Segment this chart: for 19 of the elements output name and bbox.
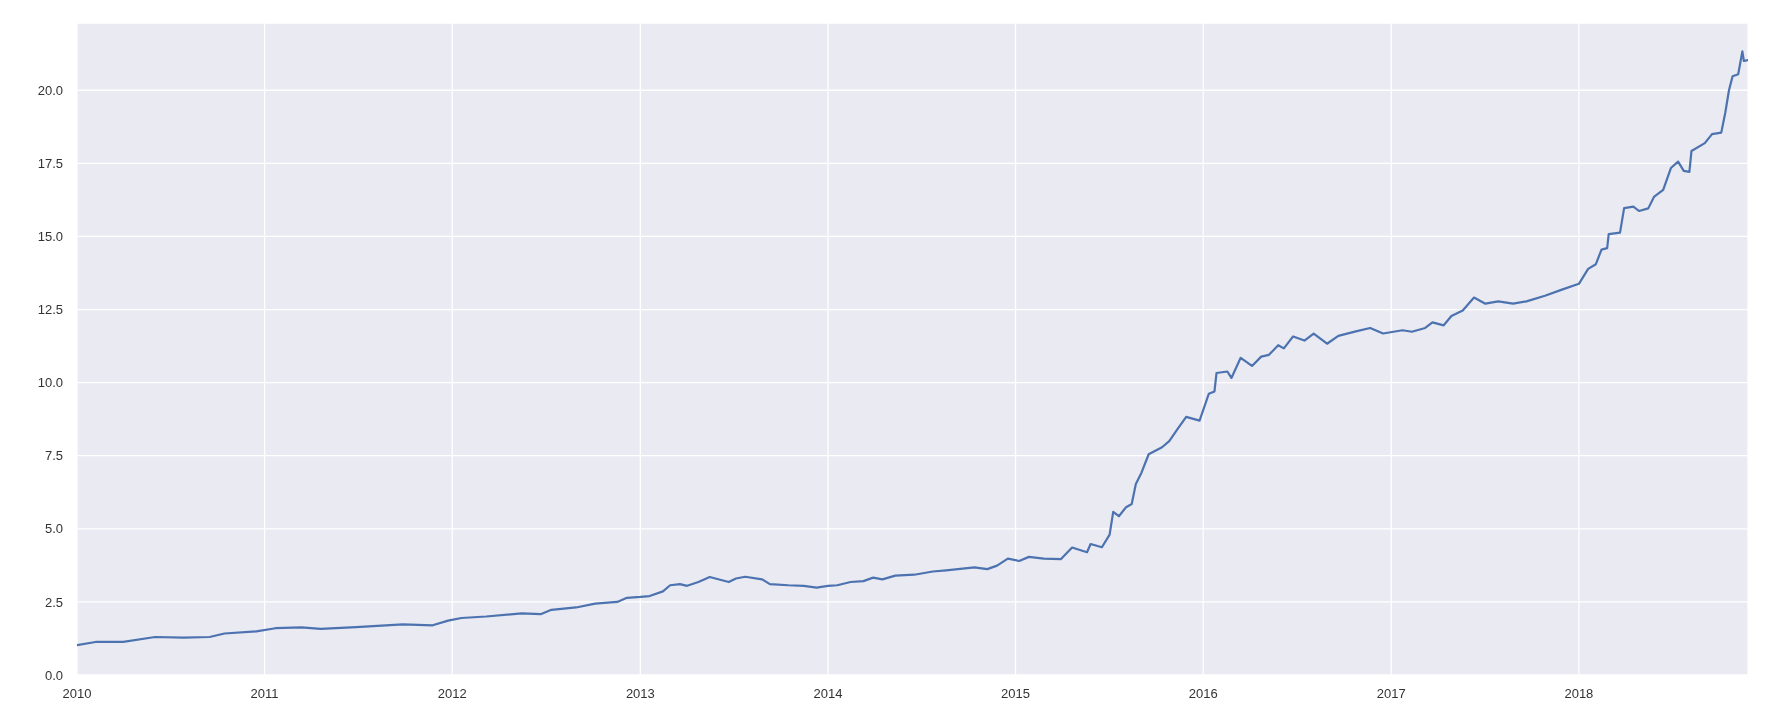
y-tick-label: 2.5 xyxy=(44,594,63,610)
y-tick-label: 0.0 xyxy=(44,667,63,683)
x-tick-label: 2012 xyxy=(437,686,467,702)
y-tick-label: 12.5 xyxy=(37,302,63,318)
y-tick-label: 20.0 xyxy=(37,82,63,98)
x-tick-label: 2016 xyxy=(1188,686,1218,702)
x-tick-label: 2010 xyxy=(62,686,92,702)
x-tick-label: 2017 xyxy=(1376,686,1406,702)
y-tick-label: 15.0 xyxy=(37,229,63,245)
x-tick-label: 2018 xyxy=(1564,686,1594,702)
x-tick-label: 2013 xyxy=(625,686,655,702)
line-series xyxy=(77,50,1748,647)
y-tick-label: 5.0 xyxy=(44,521,63,537)
y-tick-label: 7.5 xyxy=(44,448,63,464)
x-tick-label: 2015 xyxy=(1001,686,1031,702)
x-tick-label: 2011 xyxy=(250,686,279,702)
y-tick-label: 17.5 xyxy=(37,155,63,171)
x-tick-label: 2014 xyxy=(813,686,843,702)
y-tick-label: 10.0 xyxy=(37,375,63,391)
